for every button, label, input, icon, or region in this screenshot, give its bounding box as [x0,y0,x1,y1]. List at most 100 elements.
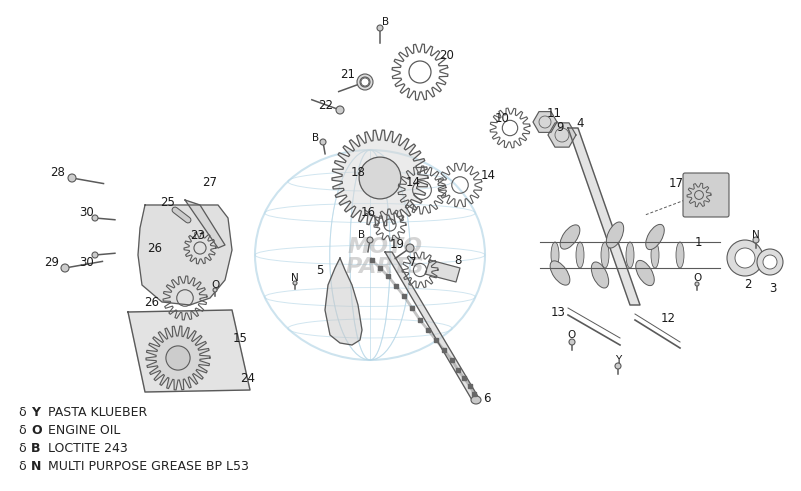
Text: 8: 8 [454,253,461,267]
Text: δ: δ [18,424,26,436]
Text: 6: 6 [483,391,491,405]
Text: 11: 11 [546,107,562,119]
Ellipse shape [646,224,664,249]
Text: MULTI PURPOSE GREASE BP L53: MULTI PURPOSE GREASE BP L53 [48,460,249,472]
Polygon shape [568,128,640,305]
Text: 3: 3 [769,281,777,295]
Circle shape [753,237,759,243]
Text: MOTO: MOTO [348,237,422,257]
Text: 13: 13 [550,305,566,319]
Text: B: B [358,230,365,240]
Text: B: B [312,133,320,143]
Circle shape [615,363,621,369]
Circle shape [735,248,755,268]
Ellipse shape [471,396,481,404]
Circle shape [406,244,414,252]
Ellipse shape [551,242,559,268]
Text: 30: 30 [79,255,95,269]
Text: 22: 22 [319,99,333,111]
Circle shape [367,237,373,243]
Text: 14: 14 [405,175,421,189]
Circle shape [166,346,190,370]
Circle shape [320,139,326,145]
Text: 5: 5 [316,264,324,276]
Text: O: O [693,273,701,283]
Circle shape [359,157,400,199]
Text: 27: 27 [203,175,218,189]
Text: 21: 21 [340,67,356,81]
Text: N: N [752,230,760,240]
Text: 20: 20 [440,49,454,61]
Text: 29: 29 [45,255,59,269]
Text: 23: 23 [191,228,205,242]
Text: δ: δ [18,460,26,472]
Text: N: N [291,273,299,283]
Ellipse shape [626,242,634,268]
Text: Y: Y [31,406,40,418]
Text: PARTS: PARTS [345,257,425,277]
Polygon shape [385,252,480,400]
Text: Y: Y [615,355,621,365]
Circle shape [92,252,98,258]
Circle shape [336,106,344,114]
Ellipse shape [606,222,624,248]
Ellipse shape [651,242,659,268]
Text: δ: δ [18,441,26,455]
Polygon shape [533,111,557,133]
Text: 17: 17 [669,176,683,190]
Circle shape [92,215,98,221]
Polygon shape [548,123,576,147]
Circle shape [293,281,297,285]
Text: B: B [382,17,389,27]
Ellipse shape [601,242,609,268]
Text: 28: 28 [50,165,66,179]
Text: 12: 12 [661,311,675,325]
Text: 18: 18 [351,165,365,179]
Polygon shape [332,130,428,226]
Circle shape [357,74,373,90]
Text: 19: 19 [389,238,405,250]
Circle shape [569,339,575,345]
FancyBboxPatch shape [683,173,729,217]
Text: 9: 9 [556,120,564,134]
Circle shape [61,264,69,272]
Text: ENGINE OIL: ENGINE OIL [48,424,120,436]
Circle shape [695,282,699,286]
Polygon shape [146,326,210,390]
Text: B: B [31,441,41,455]
Text: 30: 30 [79,206,95,218]
Ellipse shape [550,261,570,285]
Text: δ: δ [18,406,26,418]
Polygon shape [425,260,460,282]
Text: 26: 26 [144,296,159,308]
Circle shape [377,25,383,31]
Text: 16: 16 [360,206,376,218]
Ellipse shape [636,260,654,286]
Ellipse shape [560,225,580,249]
Text: LOCTITE 243: LOCTITE 243 [48,441,127,455]
Text: N: N [31,460,42,472]
Text: O: O [211,280,219,290]
Text: 7: 7 [409,255,417,269]
Text: O: O [568,330,576,340]
Circle shape [727,240,763,276]
Text: 1: 1 [694,236,702,248]
Polygon shape [128,310,250,392]
Text: 14: 14 [481,168,496,182]
Text: 4: 4 [576,116,584,130]
Polygon shape [138,205,232,305]
Text: 24: 24 [240,372,256,384]
Text: O: O [31,424,42,436]
Circle shape [360,77,370,87]
Text: 25: 25 [160,195,175,209]
Text: 15: 15 [232,331,248,345]
Text: 26: 26 [147,242,163,254]
Circle shape [757,249,783,275]
Ellipse shape [591,262,609,288]
Circle shape [68,174,76,182]
Text: PASTA KLUEBER: PASTA KLUEBER [48,406,147,418]
Polygon shape [325,258,362,345]
Ellipse shape [576,242,584,268]
Circle shape [361,78,369,86]
Ellipse shape [676,242,684,268]
